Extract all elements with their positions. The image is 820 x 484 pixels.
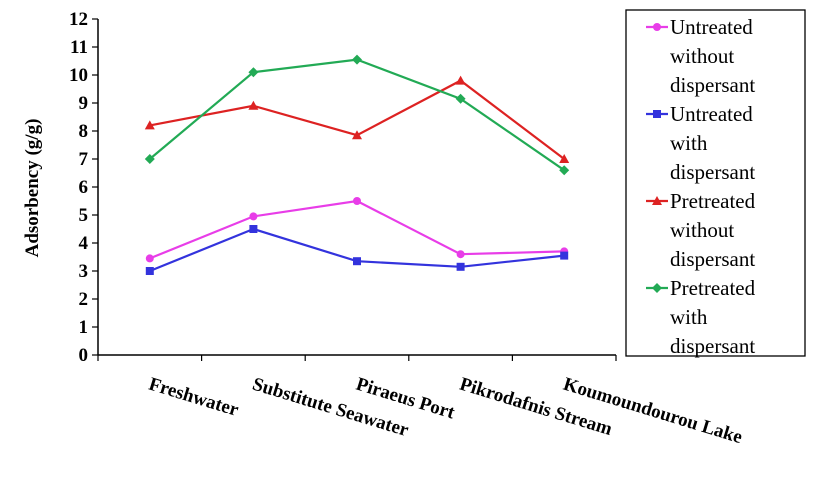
series-1 bbox=[145, 197, 569, 263]
data-point bbox=[144, 154, 155, 164]
data-point bbox=[144, 120, 155, 130]
y-tick-label: 1 bbox=[79, 317, 89, 338]
x-category-label: Freshwater bbox=[146, 374, 241, 421]
legend-swatch-marker bbox=[652, 283, 662, 293]
y-tick-label: 12 bbox=[69, 9, 88, 30]
y-tick-label: 11 bbox=[70, 37, 88, 58]
legend-box bbox=[625, 9, 806, 357]
legend-item: Untreated with dispersant bbox=[646, 102, 755, 184]
legend-item: Pretreated with dispersant bbox=[646, 276, 756, 358]
data-point bbox=[248, 100, 259, 110]
y-tick-label: 3 bbox=[79, 261, 89, 282]
legend-swatch-marker bbox=[653, 110, 661, 118]
axes bbox=[97, 19, 616, 356]
y-tick-label: 7 bbox=[79, 149, 89, 170]
data-point bbox=[455, 93, 466, 104]
data-point bbox=[353, 197, 361, 205]
legend-label: Untreated bbox=[670, 102, 753, 126]
y-tick-label: 6 bbox=[79, 177, 89, 198]
data-point bbox=[560, 251, 569, 260]
legend-label: without bbox=[670, 44, 734, 68]
legend-label: dispersant bbox=[670, 73, 755, 97]
legend-label: Pretreated bbox=[670, 189, 756, 213]
legend-item: Untreated without dispersant bbox=[646, 15, 755, 97]
legend-label: with bbox=[670, 305, 708, 329]
data-point bbox=[353, 257, 361, 266]
data-point bbox=[145, 254, 154, 263]
data-point bbox=[352, 54, 362, 65]
data-point bbox=[248, 67, 259, 78]
data-point bbox=[249, 225, 258, 233]
legend-label: dispersant bbox=[670, 160, 755, 184]
legend-label: without bbox=[670, 218, 734, 242]
legend-swatch-marker bbox=[652, 196, 662, 205]
y-tick-label: 2 bbox=[79, 289, 89, 310]
data-point bbox=[455, 75, 466, 85]
y-tick-label: 8 bbox=[79, 121, 89, 142]
legend-label: with bbox=[670, 131, 708, 155]
data-point bbox=[456, 262, 465, 271]
y-tick-label: 5 bbox=[79, 205, 89, 226]
data-point bbox=[145, 267, 154, 275]
y-axis-title-group: Adsorbency (g/g) bbox=[22, 119, 43, 258]
series-line bbox=[149, 79, 565, 160]
legend-swatch-marker bbox=[653, 23, 661, 31]
series-2 bbox=[145, 225, 569, 275]
series-line bbox=[149, 199, 565, 260]
y-tick-label: 9 bbox=[79, 93, 89, 114]
y-tick-label: 10 bbox=[69, 65, 88, 86]
series-4 bbox=[144, 54, 570, 176]
y-axis-title: Adsorbency (g/g) bbox=[22, 119, 43, 258]
legend-item: Pretreated without dispersant bbox=[646, 189, 756, 271]
series-line bbox=[149, 58, 565, 172]
series-3 bbox=[144, 75, 570, 163]
legend-label: Untreated bbox=[670, 15, 753, 39]
data-point bbox=[249, 212, 258, 221]
legend-label: dispersant bbox=[670, 334, 755, 358]
series-layer bbox=[144, 54, 570, 275]
legend-label: Pretreated bbox=[670, 276, 756, 300]
data-point bbox=[352, 130, 362, 140]
legend-label: dispersant bbox=[670, 247, 755, 271]
legend: Untreated without dispersant Untreated with d… bbox=[625, 9, 806, 358]
data-point bbox=[456, 250, 465, 259]
data-point bbox=[559, 165, 570, 176]
data-point bbox=[559, 154, 570, 163]
y-tick-label: 4 bbox=[79, 233, 89, 254]
y-tick-label: 0 bbox=[79, 345, 89, 366]
